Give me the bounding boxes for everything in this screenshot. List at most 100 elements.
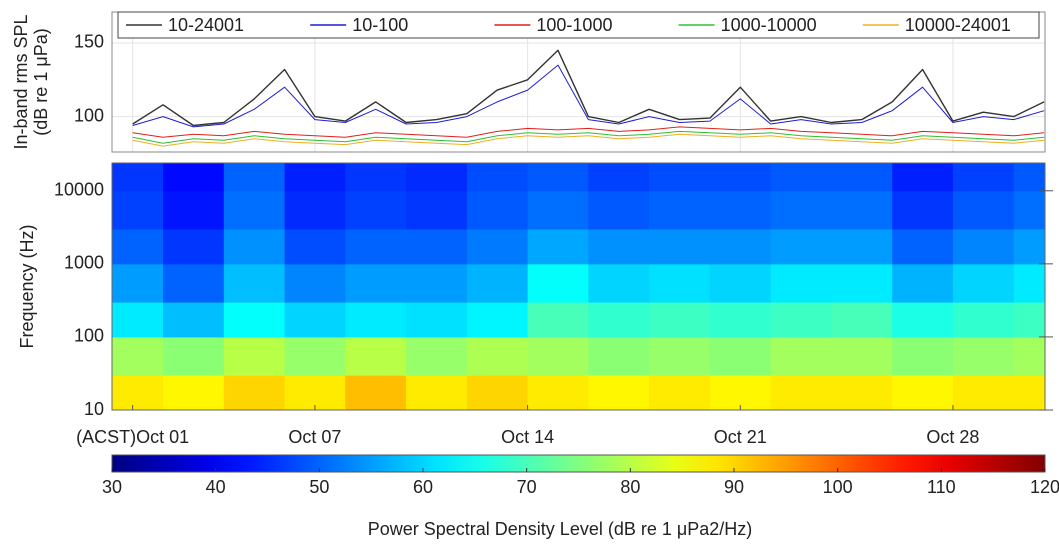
- heat-cell: [223, 228, 286, 265]
- heat-cell: [709, 228, 772, 265]
- heat-cell: [892, 190, 954, 230]
- colorbar-tick-label: 30: [102, 477, 122, 497]
- series-line: [132, 130, 1045, 144]
- heat-cell: [588, 263, 650, 303]
- heat-cell: [709, 302, 772, 338]
- y-tick-label: 10000: [54, 180, 104, 200]
- legend-label: 10-100: [352, 15, 408, 35]
- colorbar-tick-label: 90: [724, 477, 744, 497]
- x-tick-label: Oct 14: [501, 427, 554, 447]
- x-tick-label: (ACST)Oct 01: [76, 427, 189, 447]
- y-axis-label: In-band rms SPL: [11, 14, 31, 149]
- heat-cell: [892, 263, 954, 303]
- heat-cell: [831, 375, 893, 411]
- heat-cell: [284, 190, 346, 230]
- colorbar-tick-label: 60: [413, 477, 433, 497]
- heat-cell: [163, 190, 225, 230]
- colorbar-tick-label: 40: [206, 477, 226, 497]
- heat-cell: [892, 336, 954, 376]
- heat-cell: [770, 228, 832, 265]
- heat-cell: [406, 190, 468, 230]
- heat-cell: [223, 375, 286, 411]
- heat-cell: [466, 263, 529, 303]
- y-axis-label: Frequency (Hz): [17, 224, 37, 348]
- y-tick-label: 1000: [64, 253, 104, 273]
- y-tick-label: 10: [84, 399, 104, 419]
- heat-cell: [345, 190, 407, 230]
- heat-cell: [649, 336, 711, 376]
- heat-cell: [112, 190, 164, 230]
- heat-cell: [345, 263, 407, 303]
- colorbar: [111, 454, 1046, 473]
- heat-cell: [892, 302, 954, 338]
- heat-cell: [163, 375, 225, 411]
- heat-cell: [770, 263, 832, 303]
- heat-cell: [892, 375, 954, 411]
- heat-cell: [1013, 228, 1046, 265]
- heat-cell: [649, 228, 711, 265]
- heat-cell: [223, 302, 286, 338]
- heat-cell: [163, 336, 225, 376]
- heat-cell: [527, 375, 589, 411]
- heat-cell: [952, 263, 1015, 303]
- heat-cell: [649, 190, 711, 230]
- heat-cell: [709, 163, 772, 192]
- y-tick-label: 150: [74, 32, 104, 52]
- heat-cell: [345, 163, 407, 192]
- heat-cell: [223, 263, 286, 303]
- heat-cell: [112, 263, 164, 303]
- heat-cell: [770, 163, 832, 192]
- heat-cell: [406, 163, 468, 192]
- heat-cell: [284, 336, 346, 376]
- heat-cell: [649, 375, 711, 411]
- heat-cell: [709, 375, 772, 411]
- heat-cell: [406, 263, 468, 303]
- heat-cell: [892, 228, 954, 265]
- heat-cell: [831, 336, 893, 376]
- heat-cell: [163, 263, 225, 303]
- heat-cell: [466, 190, 529, 230]
- heat-cell: [345, 302, 407, 338]
- legend-label: 10000-24001: [905, 15, 1011, 35]
- heat-cell: [952, 336, 1015, 376]
- y-tick-label: 100: [74, 105, 104, 125]
- heat-cell: [284, 302, 346, 338]
- heat-cell: [952, 228, 1015, 265]
- heat-cell: [1013, 336, 1046, 376]
- heat-cell: [709, 336, 772, 376]
- x-tick-label: Oct 28: [926, 427, 979, 447]
- heat-cell: [1013, 163, 1046, 192]
- colorbar-tick-label: 80: [620, 477, 640, 497]
- heat-cell: [952, 375, 1015, 411]
- heat-cell: [223, 336, 286, 376]
- series-line: [132, 133, 1045, 147]
- heat-cell: [588, 228, 650, 265]
- heat-cell: [112, 163, 164, 192]
- heat-cell: [1013, 302, 1046, 338]
- heat-cell: [588, 163, 650, 192]
- heat-cell: [588, 302, 650, 338]
- heat-cell: [527, 263, 589, 303]
- colorbar-tick-label: 70: [517, 477, 537, 497]
- colorbar-tick-label: 110: [927, 477, 956, 497]
- heat-cell: [527, 302, 589, 338]
- heat-cell: [163, 302, 225, 338]
- heat-cell: [284, 163, 346, 192]
- heat-cell: [284, 375, 346, 411]
- colorbar-tick-label: 50: [309, 477, 329, 497]
- series-line: [132, 126, 1045, 138]
- heat-cell: [284, 228, 346, 265]
- heat-cell: [112, 228, 164, 265]
- colorbar-tick-label: 120: [1030, 477, 1059, 497]
- heat-cell: [588, 336, 650, 376]
- heat-cell: [527, 190, 589, 230]
- heat-cell: [406, 228, 468, 265]
- plot-frame: [111, 162, 1046, 411]
- colorbar-label: Power Spectral Density Level (dB re 1 μP…: [368, 519, 753, 539]
- legend-label: 100-1000: [536, 15, 612, 35]
- x-tick-label: Oct 21: [714, 427, 767, 447]
- heat-cell: [770, 190, 832, 230]
- heat-cell: [588, 190, 650, 230]
- heat-cell: [1013, 263, 1046, 303]
